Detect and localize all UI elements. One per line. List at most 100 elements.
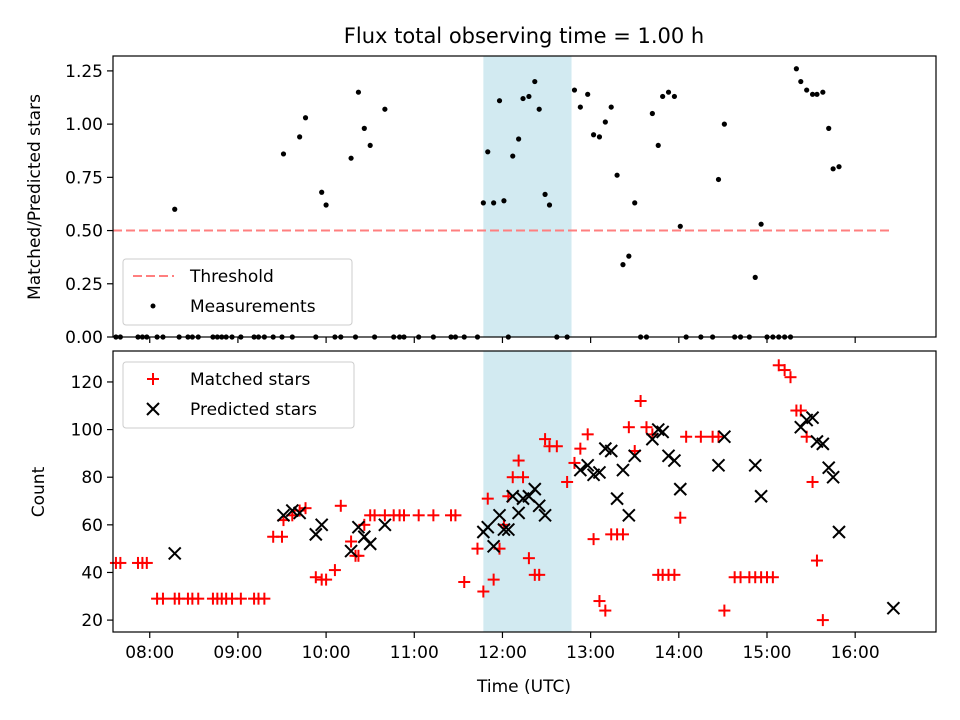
matched-star-point bbox=[550, 440, 563, 453]
matched-star-point bbox=[568, 456, 581, 469]
matched-star-point bbox=[599, 604, 612, 617]
measurement-point bbox=[480, 200, 486, 206]
bottom-highlight-span bbox=[483, 351, 572, 632]
measurement-point bbox=[614, 172, 620, 178]
matched-star-point bbox=[593, 595, 606, 608]
matched-star-point bbox=[539, 433, 552, 446]
measurement-point bbox=[814, 91, 820, 97]
predicted-star-point bbox=[378, 518, 392, 532]
matched-star-point bbox=[397, 509, 410, 522]
measurement-point bbox=[590, 132, 597, 138]
matched-star-point bbox=[140, 556, 153, 569]
bottom-axes-frame bbox=[112, 350, 937, 633]
bottom-x-tick-label: 16:00 bbox=[831, 643, 880, 663]
bottom-panel: 20 40 60 80 100 120 08:00 09:00 10:00 11:00 12:00… bbox=[29, 350, 937, 697]
top-axes-frame bbox=[112, 55, 937, 338]
predicted-star-point bbox=[314, 518, 329, 532]
bottom-x-tick-label: 12:00 bbox=[478, 643, 527, 663]
measurement-point bbox=[830, 166, 836, 172]
matched-star-point bbox=[816, 614, 829, 627]
chart-title: Flux total observing time = 1.00 h bbox=[344, 24, 704, 48]
measurement-point bbox=[302, 115, 309, 121]
predicted-star-point bbox=[604, 444, 618, 458]
bottom-x-tick-label: 11:00 bbox=[390, 643, 439, 663]
predicted-star-point bbox=[592, 465, 607, 480]
matched-star-point bbox=[587, 533, 600, 546]
predicted-star-point bbox=[506, 489, 520, 503]
x-axis-label: Time (UTC) bbox=[476, 677, 571, 697]
predicted-star-point bbox=[645, 432, 660, 446]
matched-star-point bbox=[471, 542, 484, 555]
measurement-point bbox=[820, 89, 826, 95]
predicted-star-point bbox=[285, 503, 300, 518]
bottom-y-tick-label: 80 bbox=[81, 468, 103, 488]
matched-star-point bbox=[512, 454, 525, 467]
measurement-point bbox=[367, 142, 373, 149]
matched-star-point bbox=[309, 571, 322, 584]
measurement-point bbox=[297, 134, 303, 140]
measurement-point bbox=[793, 66, 799, 72]
matched-star-point bbox=[258, 592, 271, 605]
matched-star-point bbox=[694, 430, 707, 443]
measurement-point bbox=[485, 149, 491, 155]
measurement-point bbox=[804, 87, 810, 93]
matched-star-point bbox=[766, 571, 779, 584]
measurement-point bbox=[577, 104, 583, 110]
predicted-star-point bbox=[532, 499, 546, 513]
bottom-x-tick-label: 08:00 bbox=[125, 643, 174, 663]
matched-star-point bbox=[458, 575, 471, 588]
predicted-star-point bbox=[528, 482, 542, 496]
predicted-star-point bbox=[501, 522, 516, 537]
measurement-point bbox=[752, 274, 758, 280]
predicted-star-point bbox=[486, 539, 501, 553]
matched-star-point bbox=[192, 592, 205, 605]
legend-matched-swatch bbox=[147, 373, 159, 385]
top-y-tick-label: 1.25 bbox=[65, 62, 103, 82]
predicted-star-point bbox=[805, 410, 820, 425]
measurement-point bbox=[826, 125, 832, 131]
measurement-point bbox=[526, 93, 532, 100]
matched-star-point bbox=[561, 475, 574, 488]
matched-star-point bbox=[581, 428, 594, 441]
predicted-star-point bbox=[497, 522, 511, 537]
matched-star-point bbox=[368, 509, 381, 522]
measurement-point bbox=[520, 95, 526, 102]
legend-matched-label: Matched stars bbox=[190, 370, 310, 390]
top-y-tick-label: 0.25 bbox=[65, 275, 103, 295]
predicted-star-point bbox=[292, 506, 307, 520]
predicted-star-point bbox=[717, 430, 732, 444]
predicted-star-point bbox=[492, 508, 507, 523]
matched-star-point bbox=[449, 509, 462, 522]
matched-star-point bbox=[718, 604, 731, 617]
measurement-point bbox=[361, 125, 367, 131]
matched-star-point bbox=[517, 471, 530, 484]
measurement-point bbox=[319, 189, 325, 195]
matched-star-point bbox=[574, 442, 587, 455]
measurement-point bbox=[596, 134, 603, 140]
matched-star-point bbox=[810, 554, 823, 567]
measurement-point bbox=[491, 200, 497, 206]
predicted-star-point bbox=[711, 458, 726, 473]
legend-measurements-swatch bbox=[150, 303, 156, 309]
predicted-star-point bbox=[748, 458, 762, 473]
measurement-point bbox=[836, 164, 842, 170]
matched-star-point bbox=[345, 535, 358, 548]
legend-predicted-label: Predicted stars bbox=[190, 400, 317, 420]
matched-star-point bbox=[533, 568, 546, 581]
measurement-point bbox=[665, 89, 672, 95]
matched-star-point bbox=[668, 568, 681, 581]
predicted-star-point bbox=[538, 508, 552, 523]
measurement-point bbox=[323, 202, 329, 208]
top-y-tick-label: 1.00 bbox=[65, 115, 103, 135]
matched-star-point bbox=[481, 492, 494, 505]
matched-star-point bbox=[234, 592, 247, 605]
predicted-star-point bbox=[832, 525, 846, 539]
predicted-star-point bbox=[616, 463, 630, 477]
predicted-star-point bbox=[673, 482, 687, 496]
measurement-point bbox=[655, 142, 661, 149]
predicted-star-point bbox=[826, 470, 840, 484]
measurement-point bbox=[536, 106, 542, 112]
matched-star-point bbox=[680, 430, 693, 443]
matched-star-point bbox=[506, 471, 519, 484]
predicted-star-point bbox=[628, 449, 642, 463]
